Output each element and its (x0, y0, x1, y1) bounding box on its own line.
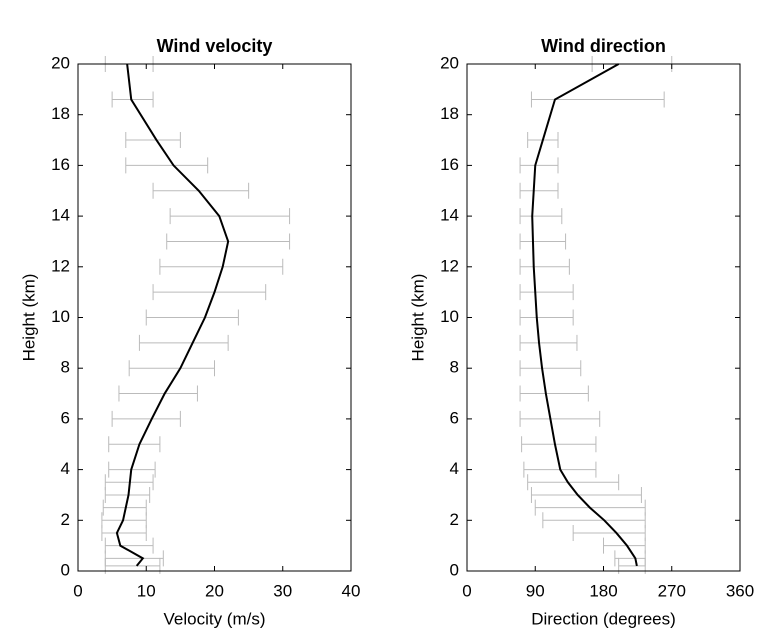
y-tick-label: 14 (51, 206, 70, 225)
error-bar (530, 91, 665, 108)
y-tick-label: 4 (61, 459, 70, 478)
error-bar (519, 182, 559, 199)
y-tick-label: 2 (450, 510, 459, 529)
error-bar (101, 524, 147, 541)
error-bar (104, 557, 161, 574)
error-bar (519, 284, 574, 301)
x-tick-label: 10 (137, 581, 156, 600)
y-tick-label: 20 (51, 53, 70, 72)
y-tick-label: 12 (440, 256, 459, 275)
error-bar (102, 499, 147, 516)
error-bar (169, 208, 291, 225)
x-axis-label: Velocity (m/s) (163, 609, 265, 628)
x-axis-label: Direction (degrees) (531, 609, 676, 628)
x-tick-label: 180 (589, 581, 617, 600)
line (115, 63, 230, 567)
error-bar (542, 512, 646, 529)
error-bar (521, 436, 597, 453)
error-bar (145, 309, 239, 326)
error-bar (618, 557, 646, 574)
x-tick-label: 0 (73, 581, 82, 600)
y-tick-label: 8 (450, 358, 459, 377)
x-tick-label: 270 (658, 581, 686, 600)
x-tick-label: 0 (462, 581, 471, 600)
error-bar (519, 157, 559, 174)
error-bar (519, 233, 567, 250)
error-bar (519, 334, 578, 351)
error-bar (111, 410, 181, 427)
x-tick-label: 20 (205, 581, 224, 600)
error-bar (111, 91, 154, 108)
error-bar (138, 334, 229, 351)
x-tick-label: 40 (342, 581, 361, 600)
y-tick-label: 10 (440, 307, 459, 326)
y-tick-label: 6 (61, 408, 70, 427)
y-tick-label: 8 (61, 358, 70, 377)
chart-title: Wind velocity (157, 36, 273, 56)
y-axis-label: Height (km) (408, 274, 427, 362)
error-bar (104, 537, 154, 554)
error-bar (519, 309, 574, 326)
error-bar (125, 132, 181, 149)
error-bar (125, 157, 209, 174)
error-bar (527, 474, 620, 491)
error-bar (519, 410, 601, 427)
chart-title: Wind direction (541, 36, 666, 56)
y-tick-label: 14 (440, 206, 459, 225)
y-tick-label: 18 (440, 104, 459, 123)
error-bar (108, 436, 161, 453)
error-bar (519, 360, 582, 377)
y-axis-label: Height (km) (19, 274, 38, 362)
error-bar (603, 537, 646, 554)
error-bar (519, 385, 589, 402)
y-tick-label: 6 (450, 408, 459, 427)
error-bar (519, 208, 563, 225)
error-bar (530, 486, 642, 503)
y-tick-label: 18 (51, 104, 70, 123)
error-bar (572, 524, 646, 541)
y-tick-label: 0 (450, 560, 459, 579)
error-bar (614, 550, 646, 567)
y-tick-label: 2 (61, 510, 70, 529)
x-tick-label: 90 (526, 581, 545, 600)
y-tick-label: 16 (51, 155, 70, 174)
y-tick-label: 4 (450, 459, 459, 478)
y-tick-label: 0 (61, 560, 70, 579)
error-bar (159, 258, 284, 275)
y-tick-label: 10 (51, 307, 70, 326)
error-bar (519, 258, 570, 275)
error-bar (128, 360, 215, 377)
line (531, 63, 638, 567)
error-bar (152, 182, 250, 199)
error-bar (118, 385, 198, 402)
y-tick-label: 16 (440, 155, 459, 174)
x-tick-label: 360 (726, 581, 754, 600)
y-tick-label: 12 (51, 256, 70, 275)
error-bar (152, 284, 267, 301)
y-tick-label: 20 (440, 53, 459, 72)
x-tick-label: 30 (273, 581, 292, 600)
